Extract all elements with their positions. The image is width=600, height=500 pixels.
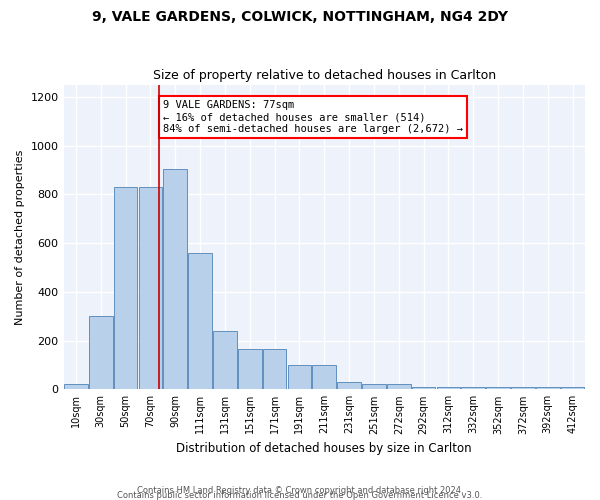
Text: Contains public sector information licensed under the Open Government Licence v3: Contains public sector information licen… [118,491,482,500]
Text: 9, VALE GARDENS, COLWICK, NOTTINGHAM, NG4 2DY: 9, VALE GARDENS, COLWICK, NOTTINGHAM, NG… [92,10,508,24]
Text: 9 VALE GARDENS: 77sqm
← 16% of detached houses are smaller (514)
84% of semi-det: 9 VALE GARDENS: 77sqm ← 16% of detached … [163,100,463,134]
Bar [287,365,311,390]
Bar [412,387,436,390]
Bar [387,384,410,390]
Title: Size of property relative to detached houses in Carlton: Size of property relative to detached ho… [153,69,496,82]
Bar [213,331,237,390]
Text: Contains HM Land Registry data © Crown copyright and database right 2024.: Contains HM Land Registry data © Crown c… [137,486,463,495]
Bar [139,187,162,390]
Bar [337,382,361,390]
Bar [362,384,386,390]
Bar [461,387,485,390]
Bar [486,387,510,390]
Bar [64,384,88,390]
Bar [238,349,262,390]
Bar [263,349,286,390]
Bar [437,387,460,390]
Bar [536,387,560,390]
Bar [89,316,113,390]
Bar [188,253,212,390]
Bar [511,387,535,390]
Bar [114,187,137,390]
Bar [561,387,584,390]
Bar [313,365,336,390]
Y-axis label: Number of detached properties: Number of detached properties [15,149,25,324]
Bar [163,168,187,390]
X-axis label: Distribution of detached houses by size in Carlton: Distribution of detached houses by size … [176,442,472,455]
